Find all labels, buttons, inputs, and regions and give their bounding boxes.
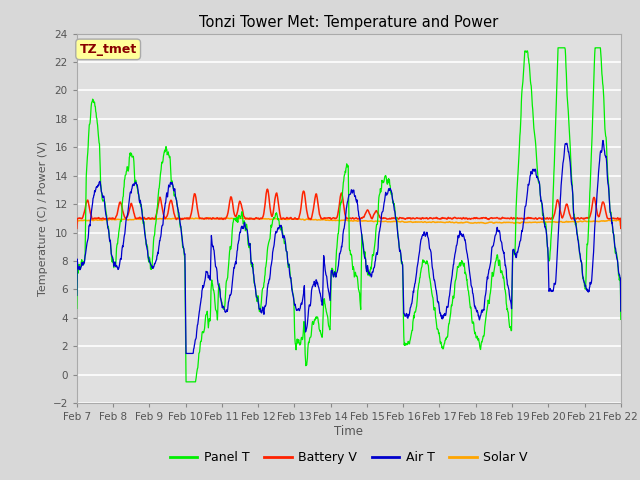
Panel T xyxy=(180,253,188,259)
Battery V xyxy=(434,216,442,221)
Solar V xyxy=(205,215,212,221)
Solar V xyxy=(434,219,442,225)
Y-axis label: Temperature (C) / Power (V): Temperature (C) / Power (V) xyxy=(38,141,48,296)
Title: Tonzi Tower Met: Temperature and Power: Tonzi Tower Met: Temperature and Power xyxy=(199,15,499,30)
Battery V xyxy=(553,201,561,206)
Solar V xyxy=(255,216,263,221)
Battery V xyxy=(617,226,625,231)
Air T xyxy=(195,318,202,324)
Panel T xyxy=(195,360,202,366)
Panel T xyxy=(554,45,562,51)
Solar V xyxy=(180,216,188,221)
Solar V xyxy=(505,219,513,225)
Air T xyxy=(73,292,81,298)
Panel T xyxy=(617,316,625,322)
Air T xyxy=(180,252,188,257)
Battery V xyxy=(73,226,81,231)
Battery V xyxy=(264,186,271,192)
Panel T xyxy=(182,379,190,385)
Air T xyxy=(617,308,625,314)
Panel T xyxy=(434,326,442,332)
Panel T xyxy=(255,306,263,312)
Solar V xyxy=(617,223,625,228)
Solar V xyxy=(553,219,561,225)
Panel T xyxy=(73,306,81,312)
Text: TZ_tmet: TZ_tmet xyxy=(79,43,137,56)
Solar V xyxy=(194,216,202,221)
Air T xyxy=(505,286,513,291)
Battery V xyxy=(505,216,513,221)
Air T xyxy=(182,350,190,356)
Line: Solar V: Solar V xyxy=(77,218,621,226)
Line: Air T: Air T xyxy=(77,141,621,353)
Legend: Panel T, Battery V, Air T, Solar V: Panel T, Battery V, Air T, Solar V xyxy=(165,446,532,469)
Line: Panel T: Panel T xyxy=(77,48,621,382)
X-axis label: Time: Time xyxy=(334,425,364,438)
Air T xyxy=(599,138,607,144)
Solar V xyxy=(73,223,81,228)
Battery V xyxy=(255,216,262,222)
Air T xyxy=(434,299,442,304)
Panel T xyxy=(553,92,561,98)
Air T xyxy=(255,306,263,312)
Air T xyxy=(553,264,561,270)
Line: Battery V: Battery V xyxy=(77,189,621,228)
Battery V xyxy=(180,215,188,221)
Panel T xyxy=(505,314,513,320)
Battery V xyxy=(194,208,202,214)
